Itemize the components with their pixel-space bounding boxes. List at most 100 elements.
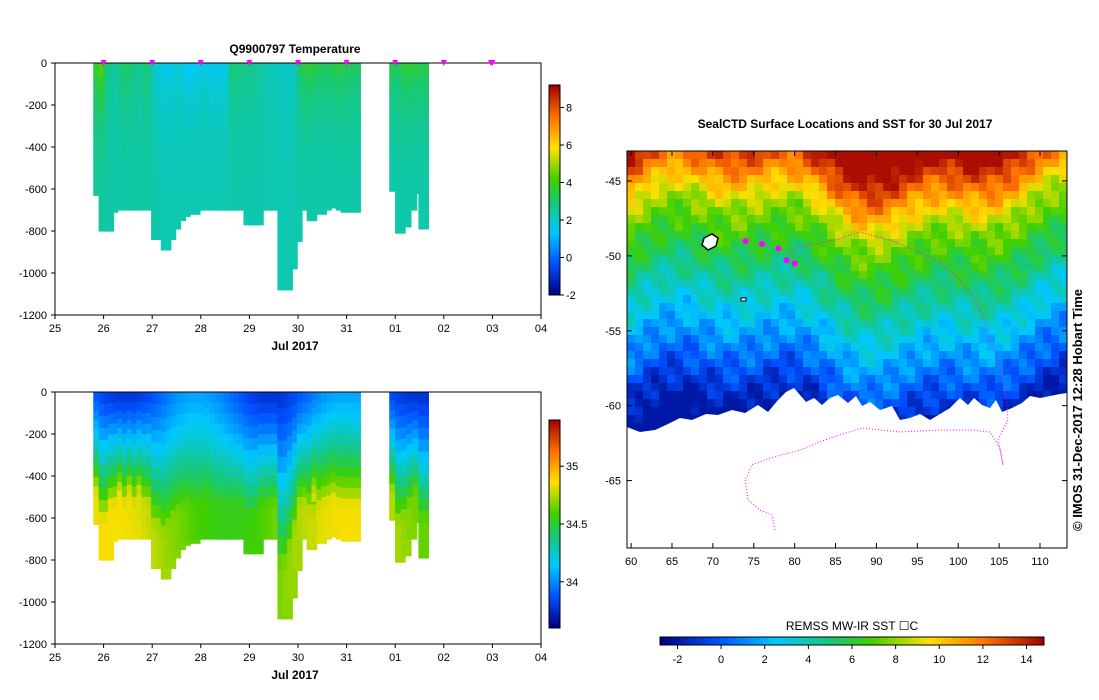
sst-cell (779, 167, 787, 175)
sst-cell (723, 191, 731, 199)
salinity-cell (389, 446, 400, 457)
temperature-cell (400, 86, 412, 99)
sst-cell (635, 407, 643, 415)
sst-cell (971, 359, 979, 367)
sst-cell (635, 359, 643, 367)
sst-cell (683, 287, 691, 295)
sst-cell (627, 247, 635, 255)
sst-cell (923, 263, 931, 271)
sst-cell (795, 263, 803, 271)
temperature-cell (406, 94, 418, 106)
sst-cell (1027, 191, 1035, 199)
sst-cell (699, 295, 707, 303)
sst-cell (659, 391, 667, 399)
sst-cell (627, 423, 635, 431)
sst-cell (643, 399, 651, 407)
temperature-cell (350, 126, 361, 139)
sst-cell (987, 239, 995, 247)
sst-cell (667, 359, 675, 367)
sst-cell (699, 327, 707, 335)
sst-cell (707, 175, 715, 183)
sst-cell (883, 271, 891, 279)
salinity-cell (395, 525, 406, 539)
sst-cell (859, 223, 867, 231)
sst-cell (859, 175, 867, 183)
sst-cell (843, 231, 851, 239)
sst-cell (867, 351, 875, 359)
sst-cell (803, 239, 811, 247)
sst-cell (795, 207, 803, 215)
sst-cell (843, 343, 851, 351)
temperature-cell (93, 148, 104, 159)
sst-cell (907, 263, 915, 271)
sst-cell (899, 191, 907, 199)
sst-cell (643, 407, 651, 415)
sst-cell (907, 215, 915, 223)
sst-cell (907, 199, 915, 207)
sst-cell (875, 175, 883, 183)
temperature-cell (160, 236, 172, 251)
temperature-cell (306, 198, 318, 210)
sst-cell (779, 231, 787, 239)
sst-cell (843, 279, 851, 287)
sst-cell (987, 231, 995, 239)
sst-cell (883, 383, 891, 391)
salinity-cell (406, 434, 418, 446)
sst-cell (891, 383, 899, 391)
sst-colorbar (659, 636, 1045, 646)
sst-cell (979, 247, 987, 255)
sst-cell (835, 327, 843, 335)
sst-cell (891, 199, 899, 207)
sst-cell (1027, 239, 1035, 247)
sst-cell (675, 375, 683, 383)
temperature-cell (395, 148, 406, 161)
sst-cell (907, 151, 915, 159)
sst-cell (1011, 375, 1019, 383)
salinity-cell (199, 507, 211, 519)
sst-cell (907, 287, 915, 295)
sst-cell (755, 199, 763, 207)
sst-cell (723, 391, 731, 399)
sst-cell (955, 287, 963, 295)
surface-location (783, 257, 790, 264)
sst-cell (763, 159, 771, 167)
sst-cell (683, 407, 691, 415)
sst-cell (867, 375, 875, 383)
sst-cell (643, 383, 651, 391)
sst-cell (859, 319, 867, 327)
salinity-cell (400, 544, 412, 557)
sst-cell (691, 183, 699, 191)
temperature-cell (389, 81, 400, 92)
sst-cell (883, 175, 891, 183)
sst-cell (1011, 319, 1019, 327)
sst-cell (891, 183, 899, 191)
sst-cell (1027, 335, 1035, 343)
salinity-cell (395, 501, 406, 515)
sst-cell (979, 319, 987, 327)
sst-cell (715, 391, 723, 399)
sst-cell (755, 287, 763, 295)
sst-cell (867, 271, 875, 279)
temperature-cell (400, 180, 412, 193)
sst-cell (707, 223, 715, 231)
salinity-cell (350, 530, 361, 542)
sst-cell (715, 407, 723, 415)
sst-cell (867, 319, 875, 327)
sst-cell (835, 239, 843, 247)
sst-cell (787, 303, 795, 311)
temperature-cell (400, 74, 412, 87)
sst-cell (651, 247, 659, 255)
sst-cell (923, 295, 931, 303)
sst-cell (627, 255, 635, 263)
salinity-cell (350, 509, 361, 521)
sst-cell (851, 255, 859, 263)
sst-cell (1027, 159, 1035, 167)
sst-cell (819, 279, 827, 287)
sst-cell (723, 311, 731, 319)
sst-cell (787, 287, 795, 295)
sst-cell (1011, 215, 1019, 223)
sst-cell (683, 303, 691, 311)
sst-cell (755, 231, 763, 239)
sst-cell (739, 231, 747, 239)
sst-cell (659, 159, 667, 167)
